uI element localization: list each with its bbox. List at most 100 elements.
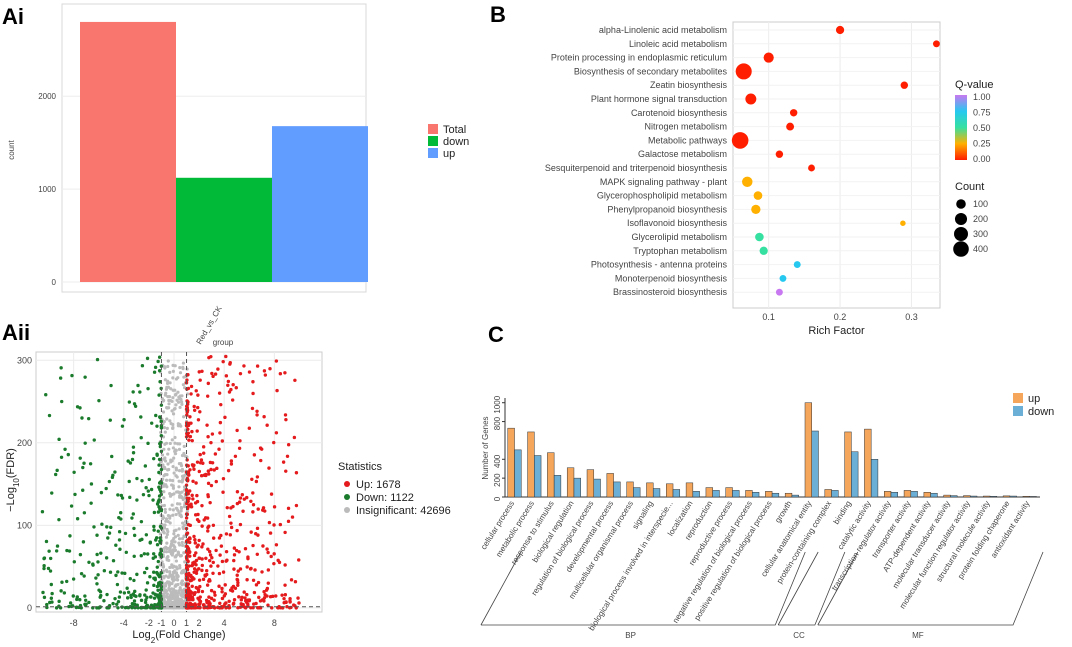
point-insignificant [171, 388, 175, 392]
point-insignificant [172, 456, 176, 460]
point-down [130, 516, 134, 520]
point-up [268, 531, 273, 535]
pathway-bubble [735, 63, 752, 80]
point-up [232, 546, 237, 550]
x-tick-label: 0 [171, 618, 176, 628]
bar-up [705, 487, 713, 498]
point-insignificant [171, 446, 175, 450]
point-up [255, 475, 260, 479]
point-up [242, 364, 246, 368]
point-insignificant [161, 565, 165, 569]
point-down [154, 413, 158, 418]
point-down [80, 416, 84, 420]
point-down [131, 451, 136, 455]
point-down [116, 570, 120, 574]
point-insignificant [176, 596, 180, 600]
point-down [151, 552, 156, 556]
point-down [156, 359, 160, 364]
point-up [251, 510, 255, 514]
point-insignificant [182, 523, 187, 527]
point-insignificant [162, 503, 167, 508]
point-down [140, 479, 144, 483]
point-up [194, 481, 198, 485]
point-down [107, 531, 112, 535]
x-tick-label: 0.2 [834, 312, 847, 322]
point-down [157, 457, 162, 462]
point-insignificant [168, 419, 172, 423]
point-up [211, 536, 216, 540]
point-up [217, 447, 221, 451]
point-down [135, 572, 139, 577]
point-up [225, 505, 229, 510]
point-insignificant [165, 478, 169, 482]
point-up [184, 593, 189, 598]
point-down [153, 603, 157, 607]
point-down [130, 602, 135, 606]
point-up [192, 534, 196, 539]
size-legend-dot [954, 212, 968, 226]
point-down [78, 552, 83, 557]
point-up [229, 462, 234, 466]
bar-up [626, 481, 634, 498]
point-up [192, 592, 197, 597]
point-insignificant [165, 594, 169, 599]
point-down [139, 415, 143, 419]
point-down [72, 560, 77, 564]
point-up [260, 447, 264, 451]
point-down [95, 582, 99, 586]
point-down [107, 479, 112, 484]
point-down [75, 597, 79, 602]
point-up [197, 556, 202, 560]
pathway-label: Protein processing in endoplasmic reticu… [551, 53, 727, 63]
point-up [255, 413, 259, 417]
point-insignificant [171, 425, 175, 430]
point-up [274, 594, 278, 598]
point-up [280, 593, 284, 597]
point-insignificant [168, 441, 172, 446]
point-up [254, 583, 259, 587]
point-down [81, 465, 85, 470]
pathway-label: Isoflavonoid biosynthesis [627, 218, 728, 228]
point-down [59, 455, 64, 460]
point-up [223, 602, 227, 606]
point-down [159, 587, 163, 592]
point-up [232, 598, 237, 602]
pathway-bubble [759, 246, 768, 255]
point-insignificant [177, 511, 181, 515]
point-down [114, 543, 118, 547]
point-up [283, 583, 287, 587]
size-legend-dot [956, 199, 966, 209]
y-axis-title: count [7, 139, 16, 159]
pathway-bubble [753, 191, 763, 200]
x-tick-label: -2 [145, 618, 153, 628]
point-down [83, 441, 87, 445]
legend-swatch [428, 136, 438, 146]
point-up [269, 554, 273, 559]
point-down [120, 571, 124, 575]
point-insignificant [162, 602, 167, 606]
panel-b-kegg-bubble-chart: alpha-Linolenic acid metabolism Linoleic … [545, 21, 994, 337]
legend-label: Up: 1678 [356, 479, 401, 491]
point-down [128, 576, 132, 581]
bar-up [725, 487, 733, 498]
point-down [82, 574, 86, 578]
point-insignificant [163, 430, 167, 434]
point-insignificant [168, 494, 173, 498]
point-down [116, 599, 121, 604]
pathway-bubble [745, 93, 757, 105]
point-down [142, 552, 147, 556]
point-insignificant [178, 371, 183, 375]
point-insignificant [182, 568, 186, 572]
point-up [219, 402, 223, 407]
point-down [60, 580, 64, 584]
point-up [255, 552, 259, 557]
point-up [267, 466, 271, 470]
group-bracket [817, 551, 1044, 626]
point-up [190, 463, 195, 467]
legend-swatch [428, 124, 438, 134]
point-up [292, 435, 297, 440]
point-up [261, 544, 265, 548]
point-up [200, 545, 204, 549]
point-insignificant [168, 565, 172, 570]
